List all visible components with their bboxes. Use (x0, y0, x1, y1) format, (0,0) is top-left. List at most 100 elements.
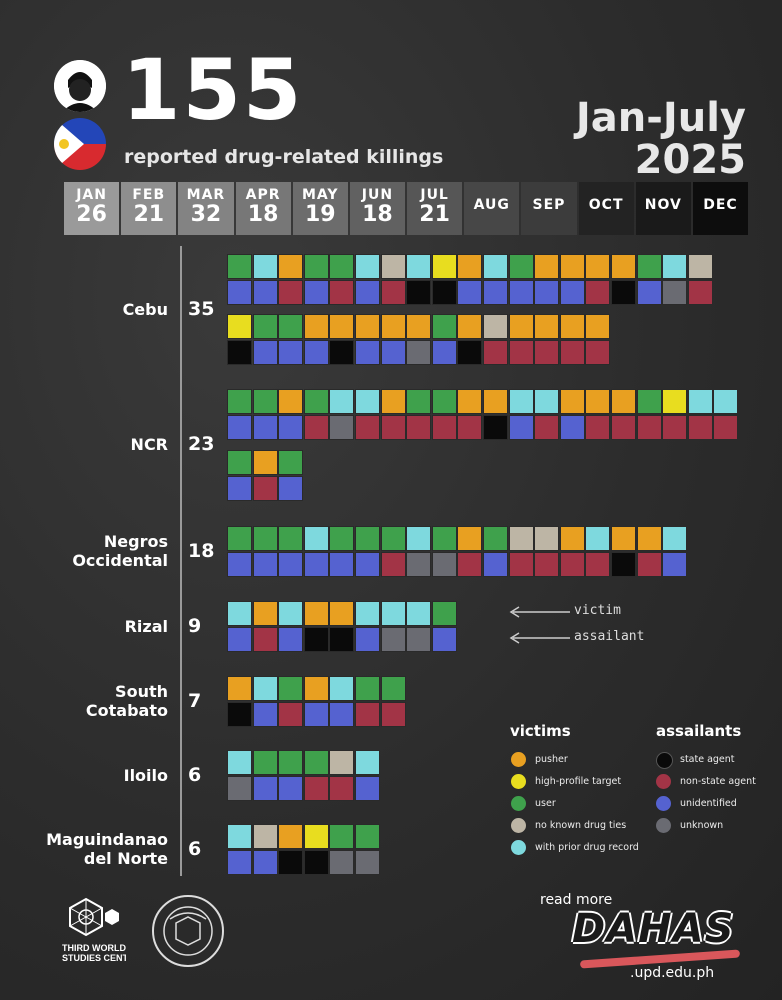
region-name-line: NCR (130, 435, 168, 455)
month-jun: JUN 18 (349, 182, 406, 235)
victim-cell (611, 389, 636, 414)
assailant-cell (329, 626, 355, 652)
assailant-cell (380, 279, 406, 305)
assailant-cell (227, 475, 252, 501)
assailant-cell (611, 414, 636, 440)
assailant-cell (559, 279, 585, 305)
total-killings: 155 (122, 41, 304, 139)
legend-swatch (511, 840, 526, 855)
dahas-logo[interactable]: DAHAS (572, 906, 735, 952)
assailant-cell (534, 414, 560, 440)
legend-swatch (511, 774, 526, 789)
victim-cell (559, 389, 585, 414)
victim-cell (662, 254, 688, 279)
twsc-logo: THIRD WORLD STUDIES CENTER (62, 895, 141, 971)
victim-cell (355, 389, 380, 414)
assailant-cell (713, 414, 739, 440)
assailant-cell (406, 279, 432, 305)
victim-cell (303, 526, 329, 551)
region-count: 6 (188, 763, 202, 786)
region-name: South Cotabato (86, 682, 168, 720)
assailant-cell (431, 551, 457, 577)
region-name-line: Cotabato (85, 700, 168, 720)
period-range: Jan-July (575, 95, 746, 141)
annotation-victim: victim (574, 603, 621, 618)
assailant-cell (662, 551, 688, 577)
assailant-cell (406, 414, 432, 440)
assailant-cell (457, 414, 483, 440)
region-name-line: Negros (103, 531, 168, 551)
assailant-cell (303, 279, 329, 305)
victim-cell (329, 254, 355, 279)
assailant-cell (508, 279, 534, 305)
assailant-cell (278, 626, 304, 652)
victim-cell (431, 526, 457, 551)
assailant-cell (585, 414, 611, 440)
assailant-cell (329, 339, 355, 365)
victim-cell (227, 389, 252, 414)
victim-cell (559, 314, 585, 339)
victim-cell (355, 750, 380, 775)
assailant-cell (278, 339, 304, 365)
victim-cell (483, 526, 508, 551)
victim-cell (534, 526, 560, 551)
month-jan: JAN 26 (64, 182, 120, 235)
legend-swatch (511, 752, 526, 767)
brand-url[interactable]: .upd.edu.ph (630, 965, 715, 981)
month-name: MAR (186, 187, 226, 203)
month-name: AUG (473, 197, 510, 213)
victim-cell (636, 254, 662, 279)
victim-cell (406, 314, 432, 339)
legend-label: user (535, 798, 556, 809)
victim-cell (508, 254, 534, 279)
victim-cell (508, 314, 534, 339)
legend-label: non-state agent (680, 776, 756, 787)
assailant-cell (303, 775, 329, 801)
victim-cell (406, 389, 432, 414)
assailant-cell (636, 279, 662, 305)
assailant-cell (303, 701, 329, 727)
victim-cell (406, 526, 432, 551)
victim-cell (303, 676, 329, 701)
assailant-cell (278, 414, 304, 440)
assailant-cell (483, 551, 508, 577)
assailant-cell (227, 414, 252, 440)
victim-cell (662, 526, 688, 551)
assailant-cell (662, 279, 688, 305)
victim-cell (329, 601, 355, 626)
victim-cell (227, 601, 252, 626)
victim-cell (713, 389, 739, 414)
victim-cell (252, 389, 278, 414)
legend-swatch (511, 796, 526, 811)
month-count: 32 (190, 202, 222, 227)
legend-victims-title: victims (510, 722, 571, 740)
region-count: 7 (188, 689, 202, 712)
victim-cell (483, 314, 508, 339)
svg-text:STUDIES CENTER: STUDIES CENTER (62, 953, 126, 963)
victim-cell (431, 254, 457, 279)
victim-cell (431, 601, 457, 626)
region-name-line: Rizal (124, 616, 168, 636)
assailant-cell (329, 279, 355, 305)
region-count: 23 (188, 433, 215, 456)
assailant-cell (329, 551, 355, 577)
legend-label: unknown (680, 820, 724, 831)
assailant-cell (252, 626, 278, 652)
victim-cell (252, 450, 278, 475)
month-feb: FEB 21 (121, 182, 177, 235)
victim-cell (636, 526, 662, 551)
assailant-cell (252, 701, 278, 727)
read-more-label[interactable]: read more (540, 892, 613, 908)
legend-swatch (511, 818, 526, 833)
victim-cell (329, 389, 355, 414)
legend-label: state agent (680, 754, 735, 765)
assailant-cell (662, 414, 688, 440)
victim-cell (227, 750, 252, 775)
svg-text:THIRD WORLD: THIRD WORLD (62, 943, 126, 953)
victim-cell (611, 254, 636, 279)
assailant-cell (483, 339, 508, 365)
philippine-flag-icon (54, 118, 106, 170)
assailant-cell (227, 279, 252, 305)
assailant-cell (252, 849, 278, 875)
assailant-cell (611, 279, 636, 305)
